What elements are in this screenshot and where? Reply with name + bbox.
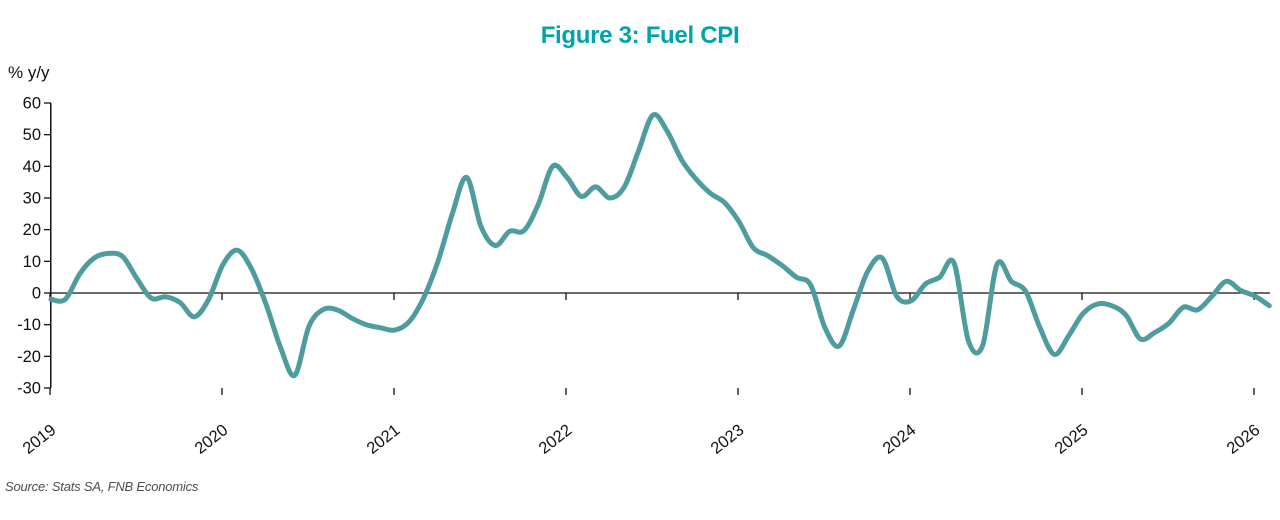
source-note: Source: Stats SA, FNB Economics [5, 479, 199, 494]
figure-title: Figure 3: Fuel CPI [540, 22, 740, 49]
x-tick-label: 2019 [19, 421, 59, 458]
y-tick-label: -20 [17, 348, 41, 366]
x-tick-label: 2024 [879, 421, 919, 458]
y-tick-label: -30 [17, 380, 41, 398]
y-tick-label: 30 [23, 189, 41, 207]
x-tick-label: 2020 [191, 421, 231, 458]
y-axis-unit-label: % y/y [8, 63, 50, 82]
y-tick-label: 0 [32, 285, 41, 303]
y-tick-label: 40 [23, 158, 41, 176]
y-tick-label: 10 [23, 253, 41, 271]
x-tick-label: 2023 [707, 421, 747, 458]
y-tick-label: 50 [23, 126, 41, 144]
x-tick-label: 2021 [363, 421, 403, 458]
y-tick-label: 60 [23, 94, 41, 112]
fuel-cpi-line [48, 112, 1272, 379]
y-tick-label: -10 [17, 316, 41, 334]
y-tick-label: 20 [23, 221, 41, 239]
x-tick-label: 2026 [1223, 421, 1263, 458]
x-tick-label: 2025 [1051, 421, 1091, 458]
x-tick-label: 2022 [535, 421, 575, 458]
